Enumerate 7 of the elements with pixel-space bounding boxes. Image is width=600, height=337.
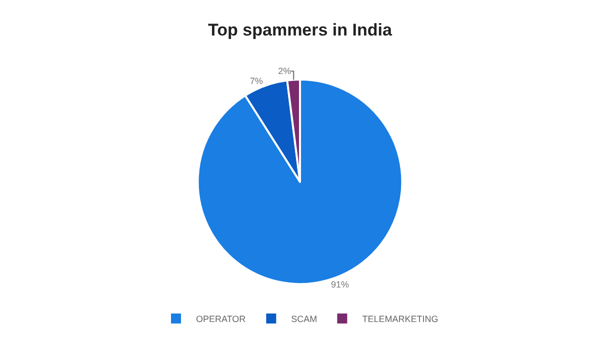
data-label: 2% (278, 66, 292, 76)
data-label: 7% (250, 76, 263, 86)
chart-title: Top spammers in India (208, 20, 392, 40)
legend-label: TELEMARKETING (362, 314, 438, 324)
legend-label: OPERATOR (196, 314, 246, 324)
legend-label: SCAM (291, 314, 318, 324)
data-label: 91% (331, 280, 350, 290)
